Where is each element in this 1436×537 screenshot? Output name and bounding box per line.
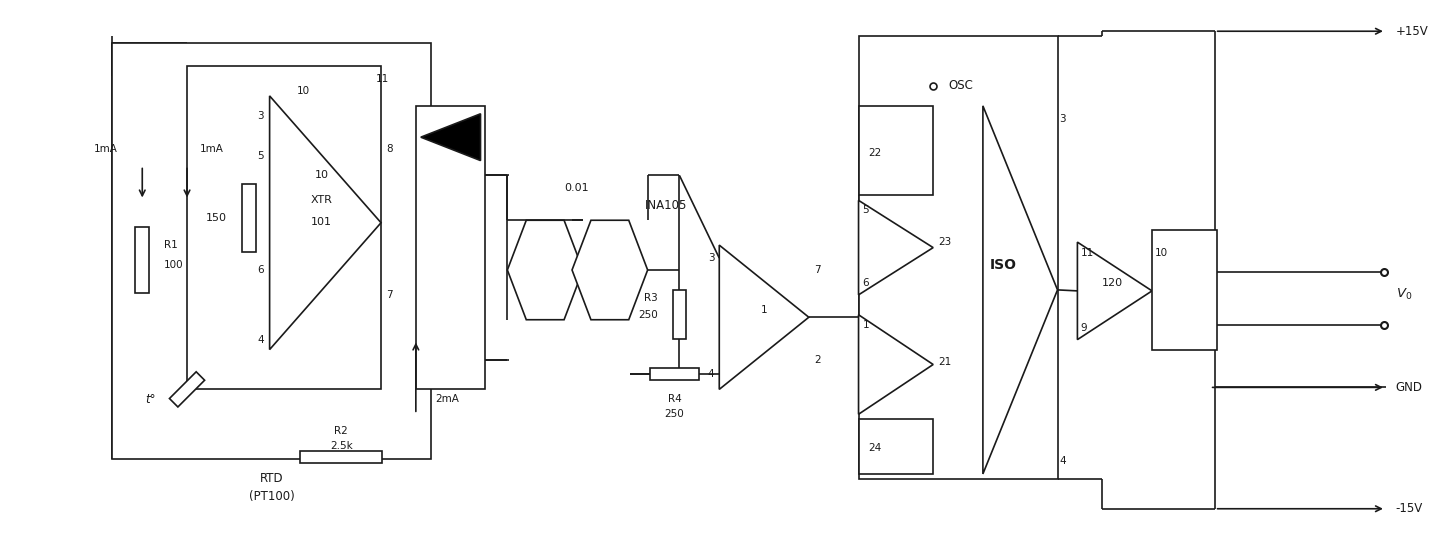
Text: 4: 4 [257,335,264,345]
Text: 5: 5 [863,205,869,215]
Text: -15V: -15V [1396,502,1423,515]
Text: R4: R4 [668,394,681,404]
Text: 6: 6 [863,278,869,288]
Text: 100: 100 [164,260,184,270]
Polygon shape [719,245,808,389]
Text: 11: 11 [1080,248,1094,258]
Text: GND: GND [1396,381,1423,394]
Text: 250: 250 [638,310,658,320]
Text: 1: 1 [863,320,869,330]
Text: 8: 8 [386,143,392,154]
Text: 3: 3 [257,111,264,121]
Text: t°: t° [145,393,155,406]
Text: 1mA: 1mA [93,143,118,154]
Bar [300,451,382,463]
Text: ISO: ISO [989,258,1017,272]
Bar [241,184,256,252]
Text: R1: R1 [164,240,178,250]
Text: 23: 23 [938,237,952,247]
Text: +15V: +15V [1396,25,1429,38]
Text: 10: 10 [1155,248,1167,258]
Text: 6: 6 [257,265,264,275]
Text: 2.5k: 2.5k [330,441,353,451]
Polygon shape [859,315,933,414]
Bar [859,36,1057,479]
Text: 0.01: 0.01 [564,184,589,193]
Text: 4: 4 [1060,456,1066,466]
Polygon shape [421,114,481,161]
Polygon shape [1077,242,1152,339]
Bar [672,290,686,339]
Text: 1: 1 [761,305,767,315]
Text: 150: 150 [205,213,227,223]
Text: R2: R2 [335,426,348,436]
Text: 3: 3 [708,253,714,263]
Text: 2mA: 2mA [435,394,460,404]
Text: R3: R3 [643,293,658,303]
Text: INA105: INA105 [645,199,686,212]
Polygon shape [507,220,583,320]
Text: 7: 7 [814,265,820,275]
Text: RTD: RTD [260,473,283,485]
Polygon shape [270,96,381,350]
Polygon shape [859,200,933,295]
Bar [187,66,381,389]
Bar [135,227,149,293]
Text: 10: 10 [296,86,310,96]
Text: 9: 9 [1080,323,1087,333]
Text: (PT100): (PT100) [248,490,294,503]
Text: OSC: OSC [948,79,974,92]
Text: 2: 2 [814,354,820,365]
Text: 4: 4 [708,369,714,380]
Text: 10: 10 [314,170,329,180]
Bar [859,419,933,474]
Text: 101: 101 [310,217,332,227]
Bar [1152,230,1216,350]
Text: 120: 120 [1101,278,1123,288]
Text: XTR: XTR [310,195,332,205]
Text: 250: 250 [665,409,685,419]
Bar [651,368,699,380]
Polygon shape [572,220,648,320]
Text: 24: 24 [869,443,882,453]
Text: 11: 11 [376,74,389,84]
Bar [169,372,204,407]
Text: 1mA: 1mA [200,143,224,154]
Bar [859,106,933,195]
Text: 7: 7 [386,290,392,300]
Text: $V_0$: $V_0$ [1396,287,1412,302]
Text: 22: 22 [869,148,882,157]
Text: 5: 5 [257,150,264,161]
Polygon shape [982,106,1057,474]
Bar [112,43,431,459]
Bar [416,106,485,389]
Text: 21: 21 [938,357,952,367]
Text: 3: 3 [1060,114,1066,124]
